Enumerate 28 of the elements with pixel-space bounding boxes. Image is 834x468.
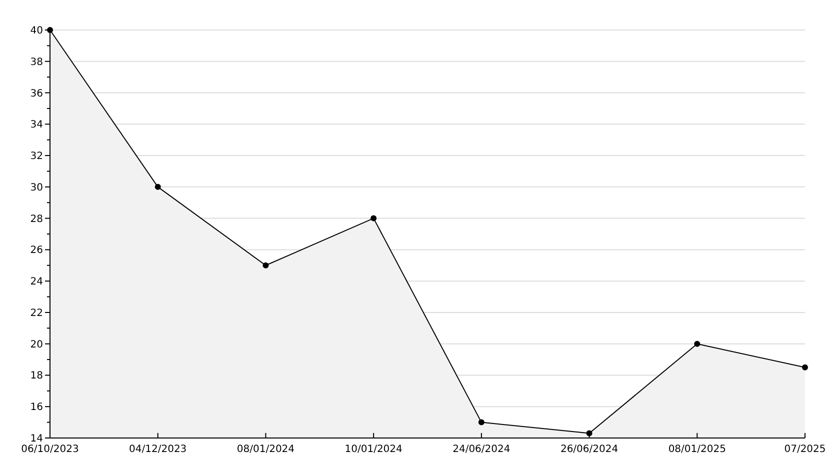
y-tick-label: 16 (30, 402, 43, 414)
y-tick-label: 28 (30, 214, 43, 225)
y-tick-label: 18 (30, 370, 43, 382)
y-tick-label: 14 (30, 434, 43, 444)
y-tick-label: 32 (30, 151, 43, 162)
x-tick-label: 08/01/2024 (236, 444, 295, 455)
y-tick-label: 40 (30, 26, 43, 36)
x-tick-label: 26/06/2024 (560, 444, 618, 455)
y-tick-label: 22 (30, 308, 43, 319)
x-tick-label: 10/01/2024 (344, 444, 402, 455)
point (802, 364, 808, 370)
y-tick-label: 24 (30, 276, 43, 288)
point (478, 419, 484, 426)
y-tick-label: 20 (30, 339, 43, 350)
x-tick-label: 07/2025 (784, 444, 826, 455)
point (262, 262, 269, 268)
x-tick-label: 24/06/2024 (452, 444, 510, 455)
x-tick-label: 08/01/2025 (668, 444, 726, 455)
y-tick-label: 30 (30, 182, 43, 194)
x-tick-label: 06/10/2023 (21, 444, 79, 455)
y-tick-label: 38 (30, 56, 43, 68)
x-tick-label: 04/12/2023 (129, 444, 187, 455)
y-tick-label: 36 (30, 88, 43, 100)
point (694, 340, 700, 347)
y-tick-label: 26 (30, 245, 43, 256)
point (154, 184, 161, 190)
point (370, 215, 377, 222)
y-tick-label: 34 (30, 120, 43, 131)
